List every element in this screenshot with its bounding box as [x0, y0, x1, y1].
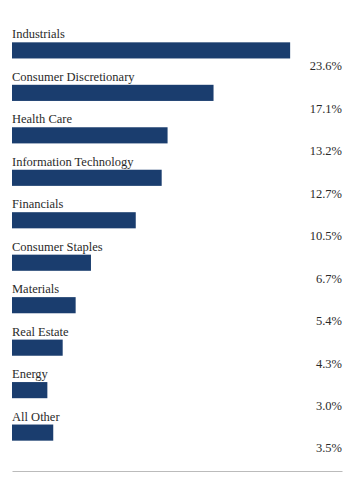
category-label: Materials — [12, 282, 59, 296]
category-label: Consumer Staples — [12, 240, 103, 254]
value-label: 10.5% — [310, 229, 342, 243]
category-label: Financials — [12, 197, 64, 211]
x-axis — [13, 471, 343, 472]
value-label: 13.2% — [310, 144, 342, 158]
bar — [12, 85, 214, 101]
bar — [12, 340, 63, 356]
value-label: 4.3% — [316, 357, 342, 371]
category-label: Health Care — [12, 112, 72, 126]
category-label: All Other — [12, 410, 60, 424]
category-label: Information Technology — [12, 155, 134, 169]
value-label: 5.4% — [316, 314, 342, 328]
value-label: 3.5% — [316, 441, 342, 455]
bar — [12, 382, 47, 398]
x-axis-line — [13, 471, 343, 472]
category-label: Consumer Discretionary — [12, 70, 135, 84]
bars — [12, 42, 290, 440]
bar — [12, 425, 53, 441]
bar — [12, 127, 168, 143]
category-label: Real Estate — [12, 325, 69, 339]
bar — [12, 255, 91, 271]
value-label: 12.7% — [310, 187, 342, 201]
bar — [12, 212, 136, 228]
chart: Industrials Consumer Discretionary Health … — [0, 0, 360, 497]
bar — [12, 170, 162, 186]
value-label: 6.7% — [316, 272, 342, 286]
bar — [12, 42, 290, 58]
bar — [12, 297, 76, 313]
value-label: 17.1% — [310, 102, 342, 116]
category-label: Energy — [12, 367, 49, 381]
category-label: Industrials — [12, 27, 65, 41]
value-label: 23.6% — [310, 59, 342, 73]
value-label: 3.0% — [316, 399, 342, 413]
labels: Industrials Consumer Discretionary Health … — [12, 27, 342, 455]
